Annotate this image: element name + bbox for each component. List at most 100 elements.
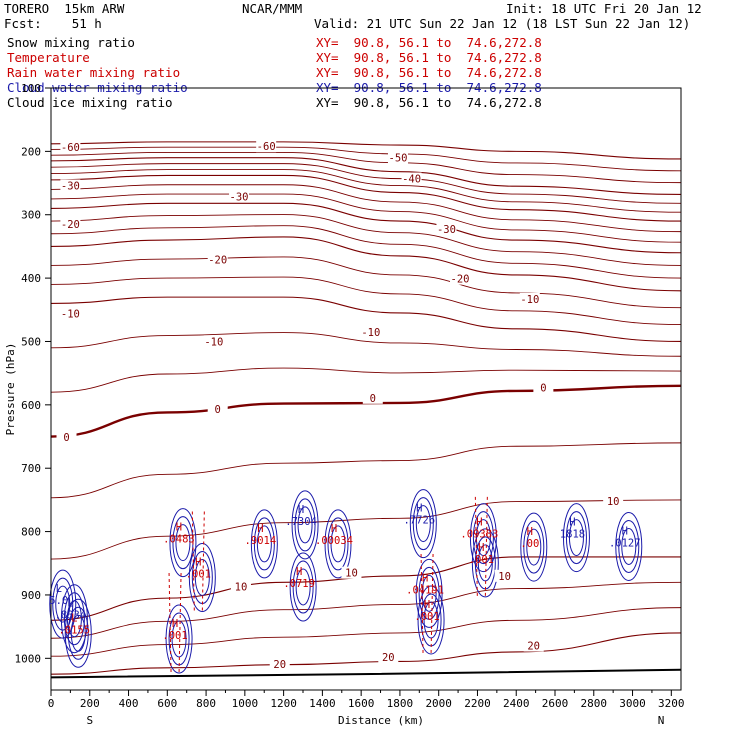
contour-label: -20 (208, 255, 227, 267)
contour-label-bg (229, 190, 250, 203)
cloud-water-contour (63, 592, 85, 646)
y-tick-label: 400 (21, 272, 41, 285)
y-tick-label: 200 (21, 145, 41, 158)
cloud-water-contour (49, 569, 77, 639)
contour-label-bg (207, 403, 228, 416)
x-tick-label: 2400 (503, 697, 530, 710)
temperature-contour-m50 (50, 157, 682, 196)
cloud-water-contour (618, 519, 640, 573)
contour-label-bg (450, 272, 471, 285)
x-end-label-left: S (86, 714, 93, 727)
extremum-value: .9014 (245, 535, 277, 547)
x-tick-label: 1600 (348, 697, 375, 710)
extremum-value: .04191 (406, 584, 444, 596)
x-end-label-right: N (658, 714, 665, 727)
extremum-value: .7304 (285, 516, 317, 528)
extremum-kind: H (622, 525, 628, 537)
contour-label-bg (203, 335, 224, 348)
field-rain-xy: XY= 90.8, 56.1 to 74.6,272.8 (316, 65, 542, 80)
extremum-kind: H (298, 504, 304, 516)
cloud-water-contour (615, 511, 643, 581)
contour-label-bg (378, 650, 399, 663)
extremum-kind: H (476, 517, 482, 529)
cloud-water-contour (295, 568, 311, 606)
cloud-water-contour (52, 577, 74, 631)
cloud-water-contour (250, 509, 278, 579)
rain-contour (420, 553, 434, 654)
temperature-contour-minor (50, 367, 682, 393)
valid-time: Valid: 21 UTC Sun 22 Jan 12 (18 LST Sun … (314, 16, 691, 31)
plot-frame (50, 87, 682, 691)
contour-label-bg (56, 431, 77, 444)
y-tick-label: 100 (21, 82, 41, 95)
contour-label: 20 (382, 652, 395, 664)
temperature-contour-minor (50, 499, 682, 560)
contour-labels: -60 -60 -50 -40 -30 -30 -30 -20 -20 -20 -10 -10 -10 -… (56, 140, 624, 671)
cloud-water-contour (412, 497, 434, 551)
contour-label: -30 (61, 180, 80, 192)
x-tick-label: 2800 (581, 697, 608, 710)
temperature-contours (50, 141, 682, 675)
contour-label: 10 (498, 571, 511, 583)
init-time: Init: 18 UTC Fri 20 Jan 12 (506, 1, 702, 16)
cloud-water-contour (415, 558, 443, 628)
extremum-value: 5.0 (49, 595, 68, 607)
cloud-water-contour (60, 584, 88, 654)
cloud-water-contour (294, 498, 316, 552)
contour-label-bg (341, 566, 362, 579)
extremum-kind: H (331, 523, 337, 535)
extremum-value: .7726 (404, 515, 436, 527)
model-title: TORERO 15km ARW (4, 1, 125, 16)
extremum-value: .00034 (315, 535, 353, 547)
extremum-value: .0127 (609, 537, 641, 549)
x-tick-label: 3200 (658, 697, 685, 710)
cloud-water-contour (64, 598, 92, 668)
y-tick-label: 900 (21, 589, 41, 602)
temperature-contour-minor (50, 193, 682, 243)
extremum-kind: H (296, 566, 302, 578)
extremum-kind: H (257, 523, 263, 535)
cloud-water-contour (469, 503, 497, 573)
y-tick-label: 600 (21, 399, 41, 412)
y-tick-label: 1000 (15, 652, 42, 665)
contour-label-bg (362, 391, 383, 404)
cloud-water-contour (289, 552, 317, 622)
cloud-water-contour (520, 512, 548, 582)
contour-label: -30 (230, 191, 249, 203)
extremum-kind: H (478, 542, 484, 554)
temperature-contour-minor (50, 276, 682, 326)
cloud-water-contour (417, 585, 445, 655)
x-tick-label: 1000 (232, 697, 259, 710)
temperature-contour-minor (50, 151, 682, 184)
extremum-value: .0483 (163, 534, 195, 546)
cloud-water-contour (421, 574, 437, 612)
temperature-contour-20 (50, 632, 682, 675)
terrain-line (50, 668, 682, 679)
x-tick-label: 800 (196, 697, 216, 710)
y-tick-label: 500 (21, 335, 41, 348)
contour-label-bg (60, 179, 81, 192)
contour-label-bg (230, 580, 251, 593)
contour-label-bg (523, 639, 544, 652)
contour-label: 10 (345, 568, 358, 580)
rain-contours (168, 496, 488, 673)
axes: 0 200 400 600 800 1000 1200 1400 1600 1800 2000 220… (4, 82, 685, 727)
cloud-water-contour (472, 511, 494, 565)
contour-label-bg (269, 657, 290, 670)
contour-label: 0 (370, 393, 376, 405)
rain-contour (168, 572, 182, 673)
temperature-contour-minor (50, 184, 682, 233)
cloud-water-contour (188, 543, 216, 613)
cloud-water-contour (330, 525, 346, 563)
cloud-water-contour (471, 528, 499, 598)
x-tick-label: 200 (80, 697, 100, 710)
extremum-kind: L (71, 612, 77, 624)
x-tick-label: 2200 (464, 697, 491, 710)
extremum-value: .8334 (55, 610, 87, 622)
extremum-kind: H (416, 503, 422, 515)
contour-label: 0 (63, 432, 69, 444)
extremum-kind: L (67, 598, 73, 610)
extremum-kind: H (422, 572, 428, 584)
cloud-water-contour (165, 604, 193, 674)
